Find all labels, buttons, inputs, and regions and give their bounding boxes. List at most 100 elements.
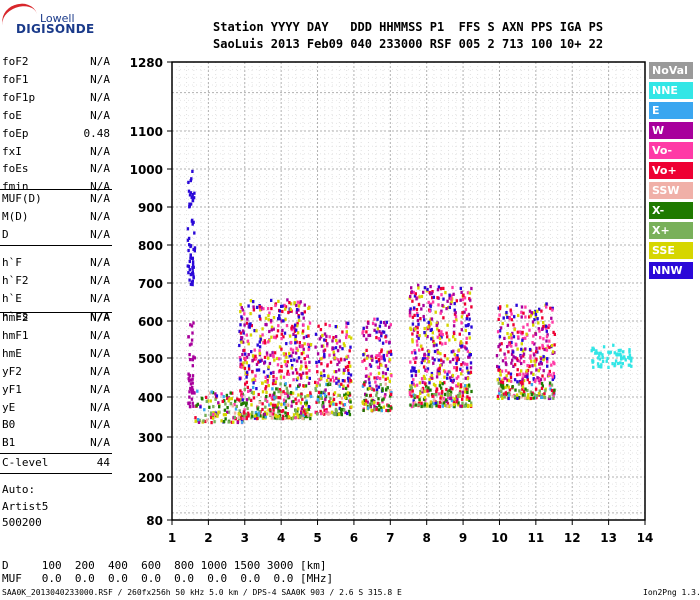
echo-point <box>431 356 434 360</box>
echo-point <box>240 416 243 420</box>
echo-point <box>520 361 523 366</box>
echo-point <box>253 416 257 420</box>
echo-point <box>461 394 464 398</box>
echo-point <box>389 408 393 412</box>
echo-point <box>325 410 328 414</box>
echo-point <box>266 374 269 378</box>
echo-point <box>440 391 444 395</box>
echo-point <box>385 353 389 357</box>
echo-point <box>619 348 622 352</box>
echo-point <box>319 335 323 339</box>
echo-point <box>498 335 502 339</box>
echo-point <box>504 393 507 397</box>
echo-point <box>310 413 313 417</box>
echo-point <box>317 400 321 404</box>
echo-point <box>255 362 259 366</box>
echo-point <box>437 285 441 289</box>
echo-point <box>432 295 435 299</box>
echo-point <box>321 403 324 407</box>
echo-point <box>510 318 513 322</box>
param-name: B1 <box>2 436 16 450</box>
echo-point <box>346 354 350 358</box>
echo-point <box>280 392 283 397</box>
echo-point <box>361 331 364 335</box>
echo-point <box>417 403 420 407</box>
param-value: N/A <box>90 311 110 324</box>
echo-point <box>283 303 286 307</box>
echo-point <box>297 407 300 411</box>
echo-point <box>513 315 516 319</box>
echo-point <box>281 417 285 421</box>
echo-point <box>260 305 263 309</box>
echo-point <box>463 362 466 366</box>
echo-point <box>415 339 419 343</box>
echo-point <box>512 350 515 354</box>
echo-point <box>282 352 286 356</box>
echo-point <box>532 372 535 376</box>
echo-point <box>428 381 431 385</box>
echo-point <box>368 333 372 337</box>
echo-point <box>448 388 451 392</box>
echo-point <box>340 396 344 400</box>
echo-point <box>594 351 597 355</box>
echo-point <box>469 361 473 365</box>
echo-point <box>468 332 471 336</box>
echo-point <box>242 331 245 335</box>
echo-point <box>416 326 419 330</box>
echo-point <box>540 309 543 313</box>
echo-point <box>424 333 427 337</box>
echo-point <box>509 333 513 337</box>
echo-point <box>516 330 519 334</box>
echo-point <box>548 345 551 350</box>
echo-point <box>241 340 245 344</box>
echo-point <box>531 364 534 368</box>
echo-point <box>550 383 554 387</box>
echo-point <box>294 416 297 420</box>
param-row-hf: h`F N/A <box>2 256 110 269</box>
echo-point <box>516 396 519 400</box>
echo-point <box>285 355 288 359</box>
echo-point <box>431 331 434 335</box>
echo-point <box>414 403 418 407</box>
echo-point <box>436 296 439 300</box>
echo-point <box>497 365 501 369</box>
echo-point <box>427 352 430 357</box>
echo-point <box>461 401 464 405</box>
echo-point <box>367 333 370 338</box>
echo-point <box>344 365 348 369</box>
echo-point <box>516 347 519 351</box>
echo-point <box>436 348 439 353</box>
echo-point <box>304 401 307 405</box>
echo-point <box>629 357 633 361</box>
echo-point <box>345 333 348 337</box>
param-name: fmin <box>2 180 29 194</box>
echo-point <box>284 416 287 420</box>
echo-point <box>336 349 340 353</box>
echo-point <box>299 376 303 380</box>
echo-point <box>295 401 298 405</box>
echo-point <box>190 378 193 382</box>
echo-point <box>273 391 276 395</box>
echo-point <box>423 326 426 331</box>
echo-point <box>526 378 529 382</box>
echo-point <box>212 412 215 417</box>
echo-point <box>535 368 538 372</box>
echo-point <box>460 321 463 325</box>
echo-point <box>375 407 378 411</box>
echo-point <box>379 383 382 387</box>
echo-point <box>188 358 192 362</box>
echo-point <box>267 365 270 369</box>
echo-point <box>408 296 411 300</box>
echo-point <box>408 309 412 313</box>
echo-point <box>377 397 380 401</box>
echo-point <box>346 384 350 388</box>
echo-point <box>258 314 261 318</box>
param-value: 44 <box>96 456 110 469</box>
echo-point <box>497 368 501 372</box>
echo-point <box>548 339 551 343</box>
echo-point <box>453 397 456 401</box>
echo-point <box>530 311 533 315</box>
echo-point <box>443 375 446 379</box>
echo-point <box>239 397 242 402</box>
echo-point <box>298 341 301 345</box>
